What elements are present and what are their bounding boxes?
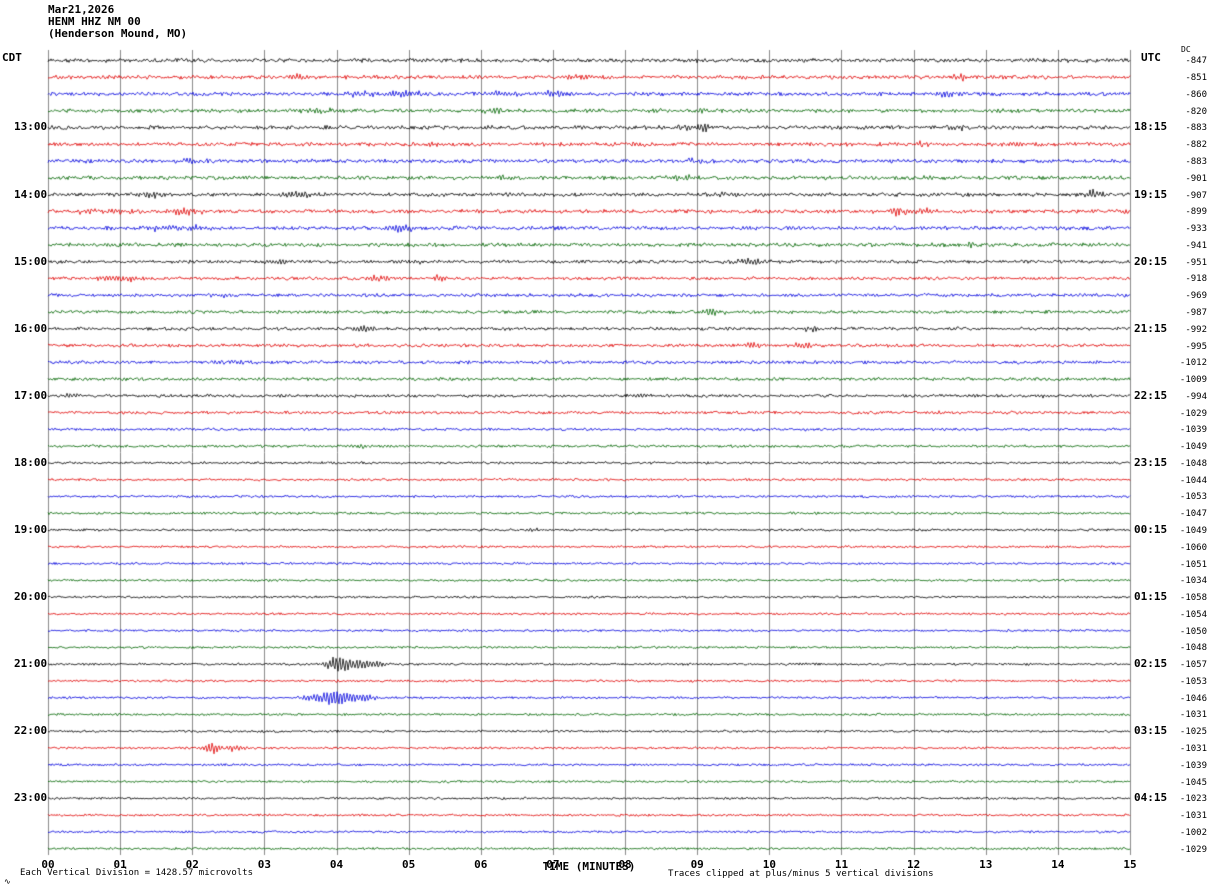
dc-offset-value: -941	[1185, 240, 1207, 251]
x-tick-label: 04	[329, 858, 344, 871]
dc-offset-value: -1031	[1179, 744, 1207, 754]
utc-hour-label: 21:15	[1134, 321, 1168, 335]
x-tick-label: 14	[1051, 858, 1065, 871]
dc-offset-value: -1053	[1179, 676, 1207, 687]
dc-offset-value: -1048	[1179, 643, 1207, 654]
x-tick-label: 12	[906, 858, 921, 871]
utc-hour-label: 22:15	[1134, 388, 1168, 402]
dc-offset-value: -1044	[1179, 475, 1207, 486]
utc-hour-label: 04:15	[1134, 791, 1168, 805]
cdt-hour-label: 13:00	[14, 120, 48, 134]
dc-offset-value: -883	[1185, 157, 1207, 168]
cdt-hour-label: 22:00	[14, 724, 48, 738]
dc-offset-value: -851	[1185, 73, 1207, 84]
x-tick-label: 00	[41, 858, 55, 871]
dc-offset-value: -882	[1185, 140, 1207, 151]
dc-offset-value: -899	[1185, 207, 1207, 218]
dc-offset-value: -901	[1185, 173, 1207, 184]
dc-offset-value: -847	[1185, 56, 1207, 67]
x-tick-label: 07	[546, 858, 560, 871]
title-date: Mar21,2026	[48, 3, 115, 16]
utc-hour-label: 00:15	[1134, 522, 1168, 536]
dc-offset-value: -951	[1185, 257, 1207, 268]
dc-offset-value: -1058	[1179, 593, 1207, 604]
clipping-note: Traces clipped at plus/minus 5 vertical …	[668, 869, 934, 879]
dc-offset-value: -883	[1185, 123, 1207, 134]
dc-offset-value: -995	[1185, 341, 1207, 352]
dc-offset-value: -1045	[1179, 777, 1207, 788]
dc-offset-value: -1023	[1179, 794, 1207, 805]
x-tick-label: 01	[113, 858, 127, 871]
x-tick-label: 03	[257, 858, 272, 871]
dc-offset-value: -1053	[1179, 492, 1207, 503]
dc-offset-value: -1050	[1179, 626, 1207, 637]
x-tick-label: 05	[402, 858, 416, 871]
dc-offset-value: -918	[1185, 274, 1207, 285]
utc-hour-label: 03:15	[1134, 724, 1168, 738]
x-tick-label: 08	[618, 858, 632, 871]
left-timezone-header: CDT	[2, 51, 22, 64]
dc-offset-value: -1039	[1179, 760, 1207, 771]
dc-offset-value: -1034	[1179, 576, 1207, 587]
dc-offset-value: -992	[1185, 324, 1207, 335]
cdt-hour-label: 16:00	[14, 321, 48, 335]
dc-offset-value: -933	[1185, 224, 1207, 235]
dc-offset-value: -1012	[1179, 358, 1207, 369]
utc-hour-label: 19:15	[1134, 187, 1168, 201]
cdt-hour-label: 20:00	[14, 590, 48, 604]
x-tick-label: 06	[474, 858, 488, 871]
utc-hour-label: 23:15	[1134, 455, 1168, 469]
dc-offset-header: DC	[1181, 45, 1191, 54]
dc-offset-value: -1054	[1179, 609, 1207, 620]
x-tick-label: 02	[185, 858, 199, 871]
x-tick-label: 13	[979, 858, 993, 871]
dc-offset-value: -1048	[1179, 458, 1207, 469]
cdt-hour-label: 17:00	[14, 388, 48, 402]
right-timezone-header: UTC	[1141, 51, 1161, 64]
utc-hour-label: 20:15	[1134, 254, 1168, 268]
dc-offset-value: -969	[1185, 291, 1207, 302]
dc-offset-value: -1009	[1179, 375, 1207, 386]
dc-offset-value: -1002	[1179, 827, 1207, 838]
dc-offset-value: -1051	[1179, 559, 1207, 570]
dc-offset-value: -1031	[1179, 710, 1207, 721]
dc-offset-value: -1047	[1179, 509, 1207, 520]
dc-offset-value: -1049	[1179, 442, 1207, 453]
dc-offset-value: -1046	[1179, 693, 1207, 704]
dc-offset-value: -820	[1185, 106, 1207, 117]
utc-hour-label: 02:15	[1134, 657, 1168, 671]
x-tick-label: 10	[762, 858, 776, 871]
dc-offset-value: -860	[1185, 89, 1207, 100]
dc-offset-value: -987	[1185, 307, 1207, 318]
utc-hour-label: 01:15	[1134, 590, 1168, 604]
dc-offset-value: -907	[1185, 190, 1207, 201]
x-tick-label: 11	[834, 858, 849, 871]
title-station-location: (Henderson Mound, MO)	[48, 27, 188, 40]
vertical-division-note: Each Vertical Division = 1428.57 microvo…	[20, 868, 253, 878]
dc-offset-value: -1057	[1179, 660, 1207, 671]
utc-hour-label: 18:15	[1134, 120, 1168, 134]
dc-offset-value: -994	[1185, 391, 1207, 402]
x-tick-label: 09	[690, 858, 704, 871]
dc-offset-value: -1029	[1179, 844, 1207, 855]
x-axis-title: TIME (MINUTES)	[542, 860, 636, 873]
dc-offset-value: -1049	[1179, 525, 1207, 536]
dc-offset-value: -1060	[1179, 542, 1207, 553]
cdt-hour-label: 19:00	[14, 522, 48, 536]
corner-squiggle-mark: ∿	[4, 877, 11, 886]
dc-offset-value: -1039	[1179, 425, 1207, 436]
dc-offset-value: -1031	[1179, 811, 1207, 822]
cdt-hour-label: 14:00	[14, 187, 48, 201]
title-station-code: HENM HHZ NM 00	[48, 15, 141, 28]
dc-offset-value: -1025	[1179, 727, 1207, 738]
cdt-hour-label: 21:00	[14, 657, 48, 671]
x-tick-label: 15	[1123, 858, 1137, 871]
cdt-hour-label: 15:00	[14, 254, 48, 268]
dc-offset-value: -1029	[1179, 408, 1207, 419]
cdt-hour-label: 23:00	[14, 791, 48, 805]
cdt-hour-label: 18:00	[14, 455, 48, 469]
